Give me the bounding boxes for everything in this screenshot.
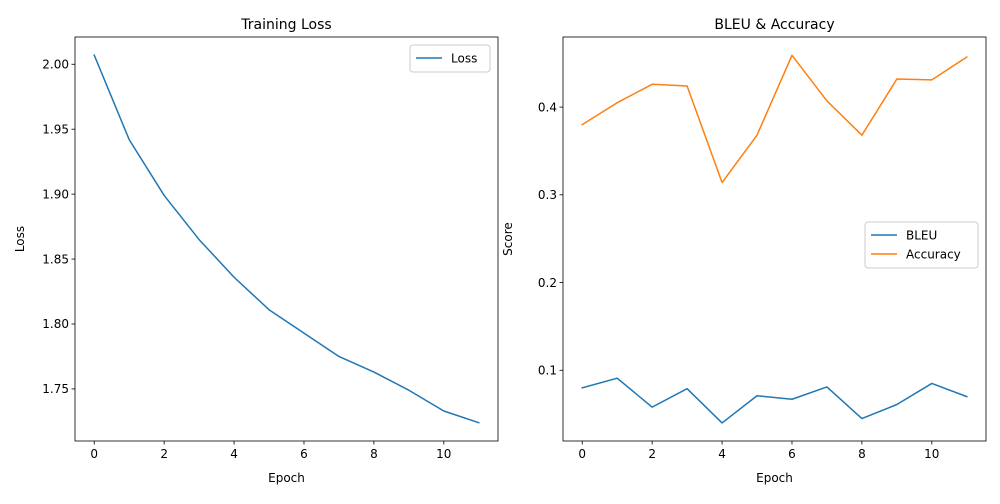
loss-legend-label-loss: Loss (451, 51, 477, 65)
score-y-tick-label: 0.1 (538, 363, 557, 377)
loss-series-loss-line (93, 54, 480, 424)
loss-x-tick-label: 10 (436, 447, 451, 461)
loss-y-tick-label: 1.95 (42, 122, 69, 136)
loss-x-tick-label: 8 (370, 447, 378, 461)
score-series-accuracy-line (581, 54, 968, 184)
loss-x-tick-label: 2 (160, 447, 168, 461)
score-y-tick-label: 0.4 (538, 100, 557, 114)
score-y-tick-label: 0.3 (538, 188, 557, 202)
loss-chart: 0 2 4 6 8 10 1.75 1.80 1.85 1.90 1.95 2.00 Training … (13, 17, 499, 485)
score-x-tick-label: 10 (924, 447, 939, 461)
score-axes-frame (562, 36, 987, 442)
loss-axes-frame (74, 36, 499, 442)
loss-y-tick-label: 1.90 (42, 187, 69, 201)
score-legend-label-accuracy: Accuracy (906, 247, 961, 261)
loss-y-tick-label: 1.80 (42, 317, 69, 331)
loss-y-tick-label: 1.75 (42, 382, 69, 396)
loss-legend-box (409, 44, 491, 73)
loss-chart-title: Training Loss (240, 17, 331, 33)
loss-y-axis-label: Loss (13, 226, 27, 252)
loss-y-tick-label: 1.85 (42, 252, 69, 266)
score-legend: BLEU Accuracy (864, 221, 979, 269)
score-chart-title: BLEU & Accuracy (714, 17, 834, 33)
score-x-tick-label: 2 (648, 447, 656, 461)
loss-y-tick-label: 2.00 (42, 57, 69, 71)
score-y-axis-label: Score (501, 222, 515, 256)
score-x-tick-label: 6 (788, 447, 796, 461)
score-series-bleu-line (581, 377, 968, 424)
bleu-accuracy-chart: 0 2 4 6 8 10 0.1 0.2 0.3 0.4 BLEU & Accuracy Epoch S… (501, 17, 987, 485)
loss-x-tick-label: 6 (300, 447, 308, 461)
loss-x-tick-label: 4 (230, 447, 238, 461)
loss-x-axis-label: Epoch (268, 471, 305, 485)
score-x-axis-label: Epoch (756, 471, 793, 485)
loss-x-tick-label: 0 (90, 447, 98, 461)
loss-legend: Loss (409, 44, 491, 73)
score-legend-box (864, 221, 979, 269)
score-legend-label-bleu: BLEU (906, 228, 937, 242)
score-x-tick-label: 4 (718, 447, 726, 461)
score-x-tick-label: 0 (578, 447, 586, 461)
score-x-tick-label: 8 (858, 447, 866, 461)
score-y-tick-label: 0.2 (538, 276, 557, 290)
